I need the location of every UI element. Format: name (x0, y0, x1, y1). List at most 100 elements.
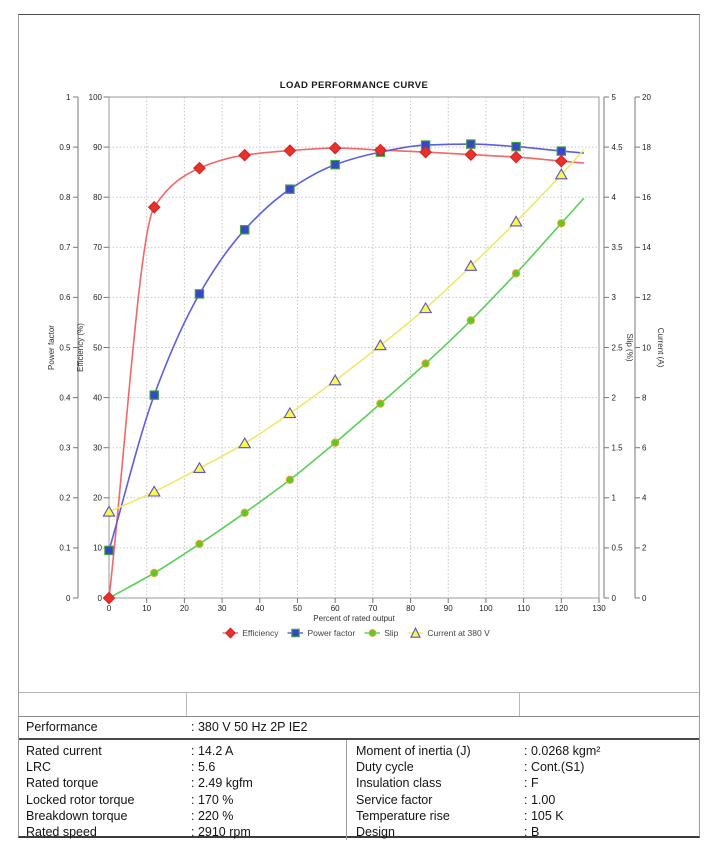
spec-value: : 1.00 (524, 792, 556, 807)
spec-label: Insulation class (356, 776, 442, 791)
svg-text:0: 0 (612, 594, 617, 603)
svg-text:3.5: 3.5 (612, 243, 624, 252)
svg-text:80: 80 (406, 604, 415, 613)
svg-text:Percent of rated output: Percent of rated output (313, 614, 395, 623)
spec-value: : 2.49 kgfm (191, 776, 253, 791)
svg-text:50: 50 (93, 343, 102, 352)
legend-label: Slip (384, 628, 399, 638)
svg-text:14: 14 (642, 243, 651, 252)
svg-text:0.4: 0.4 (59, 393, 71, 402)
svg-text:0: 0 (642, 594, 647, 603)
table-row: Rated current : 14.2 A Moment of inertia… (19, 743, 699, 759)
legend-item-slip: Slip (364, 627, 398, 639)
square-marker-icon (287, 628, 304, 638)
spec-label: Design (356, 824, 395, 839)
svg-text:0: 0 (98, 594, 103, 603)
spec-value: : 170 % (191, 792, 234, 807)
svg-text:70: 70 (368, 604, 377, 613)
svg-text:20: 20 (93, 494, 102, 503)
spec-value: : 5.6 (191, 760, 216, 775)
spec-value: : 14.2 A (191, 744, 234, 758)
spec-label: Performance (26, 720, 98, 734)
svg-text:1.5: 1.5 (612, 444, 624, 453)
svg-text:2: 2 (642, 544, 647, 553)
svg-text:70: 70 (93, 243, 102, 252)
svg-text:0.1: 0.1 (59, 544, 71, 553)
svg-text:3: 3 (612, 293, 617, 302)
svg-text:10: 10 (642, 343, 651, 352)
svg-text:100: 100 (479, 604, 493, 613)
svg-text:110: 110 (517, 604, 530, 613)
performance-row: Performance : 380 V 50 Hz 2P IE2 (19, 717, 699, 740)
chart-legend: Efficiency Power factor Slip Current at 380… (0, 626, 712, 640)
svg-text:130: 130 (592, 604, 606, 613)
svg-text:0.5: 0.5 (612, 544, 624, 553)
spec-value: : 0.0268 kgm² (524, 744, 601, 758)
legend-label: Efficiency (242, 628, 279, 638)
spec-table: Performance : 380 V 50 Hz 2P IE2 Rated c… (19, 692, 699, 840)
svg-text:Efficiency (%): Efficiency (%) (76, 323, 85, 372)
table-row: Rated torque : 2.49 kgfm Insulation clas… (19, 775, 699, 791)
page-border (18, 14, 700, 838)
svg-text:0.7: 0.7 (59, 243, 71, 252)
legend-item-power-factor: Power factor (287, 627, 355, 639)
svg-text:0.8: 0.8 (59, 193, 71, 202)
svg-text:60: 60 (331, 604, 340, 613)
svg-text:40: 40 (255, 604, 264, 613)
svg-text:90: 90 (444, 604, 453, 613)
spec-label: Rated speed (26, 824, 97, 839)
spec-rows: Rated current : 14.2 A Moment of inertia… (19, 740, 699, 840)
legend-item-efficiency: Efficiency (222, 627, 278, 639)
legend-label: Current at 380 V (427, 628, 490, 638)
svg-text:12: 12 (642, 293, 651, 302)
spec-label: Rated torque (26, 776, 99, 791)
svg-text:4: 4 (642, 494, 647, 503)
svg-text:1: 1 (612, 494, 617, 503)
table-row: Locked rotor torque : 170 % Service fact… (19, 792, 699, 808)
spec-value: : 220 % (191, 808, 234, 823)
legend-item-current-at-380-v: Current at 380 V (407, 627, 490, 639)
svg-text:80: 80 (93, 193, 102, 202)
svg-text:Slip (%): Slip (%) (625, 333, 634, 361)
spec-label: Temperature rise (356, 808, 450, 823)
spec-value: : B (524, 824, 540, 839)
svg-text:10: 10 (93, 544, 102, 553)
table-row: Breakdown torque : 220 % Temperature ris… (19, 808, 699, 824)
legend-label: Power factor (307, 628, 356, 638)
spec-label: Breakdown torque (26, 808, 128, 823)
table-row: LRC : 5.6 Duty cycle : Cont.(S1) (19, 759, 699, 775)
svg-text:2: 2 (612, 393, 617, 402)
svg-text:4.5: 4.5 (612, 143, 624, 152)
svg-text:0: 0 (66, 594, 71, 603)
spec-value: : F (524, 776, 539, 791)
svg-text:Current (A): Current (A) (656, 328, 665, 368)
svg-text:20: 20 (642, 93, 651, 102)
svg-text:0: 0 (107, 604, 112, 613)
svg-text:2.5: 2.5 (612, 343, 624, 352)
svg-text:50: 50 (293, 604, 302, 613)
svg-text:6: 6 (642, 444, 647, 453)
svg-text:0.6: 0.6 (59, 293, 71, 302)
table-row: Rated speed : 2910 rpm Design : B (19, 824, 699, 840)
svg-text:5: 5 (612, 93, 617, 102)
svg-text:100: 100 (89, 93, 103, 102)
svg-text:30: 30 (93, 444, 102, 453)
svg-text:1: 1 (66, 93, 71, 102)
svg-text:10: 10 (142, 604, 151, 613)
circle-marker-icon (364, 629, 381, 637)
spec-table-top-strip (19, 692, 699, 717)
svg-text:0.2: 0.2 (59, 494, 71, 503)
svg-text:120: 120 (555, 604, 569, 613)
spec-label: Moment of inertia (J) (356, 744, 471, 758)
spec-value: : 2910 rpm (191, 824, 251, 839)
spec-label: Locked rotor torque (26, 792, 135, 807)
spec-label: Rated current (26, 744, 102, 758)
spec-value: : Cont.(S1) (524, 760, 585, 775)
diamond-marker-icon (222, 627, 239, 639)
svg-text:30: 30 (218, 604, 227, 613)
svg-text:18: 18 (642, 143, 651, 152)
svg-text:Power factor: Power factor (47, 325, 56, 370)
spec-label: LRC (26, 760, 52, 775)
triangle-marker-icon (407, 627, 424, 638)
